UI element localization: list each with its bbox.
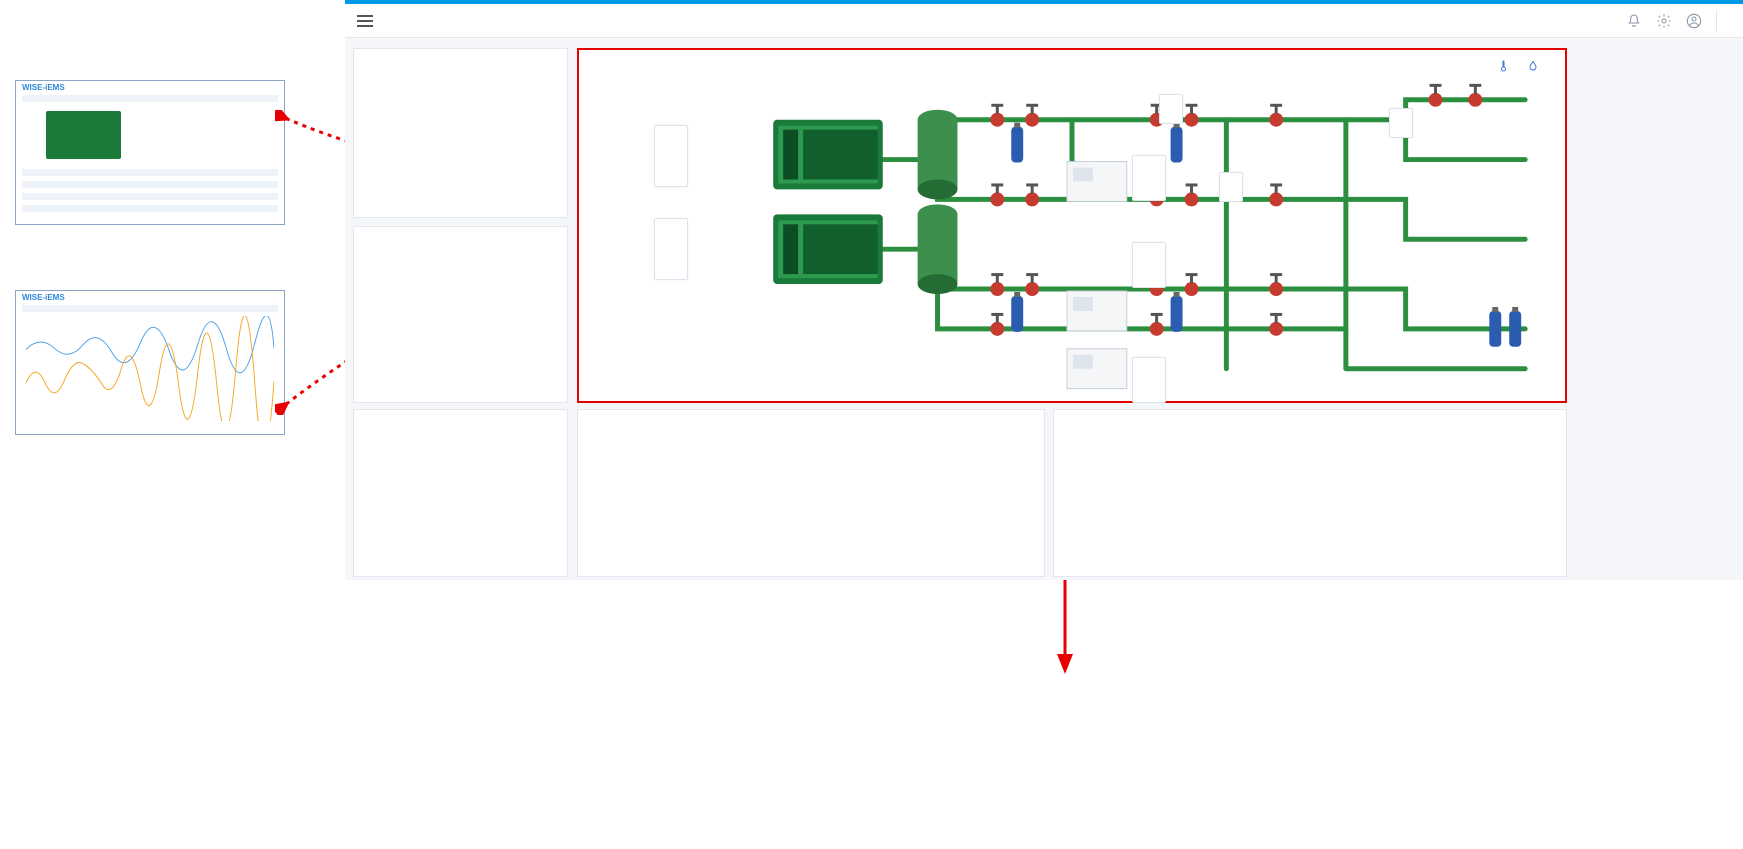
tank-1-graphic bbox=[918, 110, 958, 200]
y-axis-labels bbox=[360, 444, 384, 556]
chart-canvas bbox=[610, 444, 1034, 556]
card-dryer-3 bbox=[1132, 357, 1166, 403]
thumbnail-chart bbox=[26, 316, 274, 421]
card-compressor-1 bbox=[654, 125, 688, 187]
topbar bbox=[345, 4, 1743, 38]
thumbnail-trend: WISE-iEMS bbox=[15, 290, 285, 435]
panel-schematic bbox=[577, 48, 1567, 403]
panel-realtime-pressure bbox=[577, 409, 1045, 577]
card-flow-2 bbox=[1219, 172, 1243, 202]
compressor-1-graphic bbox=[773, 120, 883, 190]
compressor-2-graphic bbox=[773, 214, 883, 284]
plant-diagram bbox=[579, 50, 1565, 404]
status-dot bbox=[1145, 252, 1153, 260]
dashboard-screenshot bbox=[345, 0, 1743, 580]
y-axis-labels bbox=[360, 83, 384, 197]
gear-icon[interactable] bbox=[1656, 13, 1672, 29]
chart-title bbox=[354, 410, 567, 418]
panel-total-realtime-flow bbox=[1053, 409, 1567, 577]
panel-air-power-ration bbox=[353, 48, 568, 218]
menu-icon[interactable] bbox=[357, 20, 373, 22]
user-icon[interactable] bbox=[1686, 13, 1702, 29]
chart-title bbox=[354, 49, 567, 57]
card-dryer-2 bbox=[1132, 242, 1166, 288]
dryer-3-graphic bbox=[1067, 349, 1127, 389]
y-axis-labels bbox=[584, 444, 608, 556]
dryer-1-graphic bbox=[1067, 162, 1127, 202]
chart-canvas bbox=[386, 444, 557, 556]
status-dot bbox=[667, 228, 675, 236]
panel-total-flow bbox=[353, 409, 568, 577]
status-dot bbox=[1145, 367, 1153, 375]
card-compressor-2 bbox=[654, 218, 688, 280]
tank-2-graphic bbox=[918, 204, 958, 294]
chart-canvas bbox=[1086, 444, 1556, 556]
card-dryer-1 bbox=[1132, 155, 1166, 201]
panel-power bbox=[353, 226, 568, 403]
card-flow-1 bbox=[1159, 94, 1183, 124]
chart-title bbox=[578, 410, 1044, 418]
thumbnail-logo: WISE-iEMS bbox=[22, 293, 65, 302]
card-pressure bbox=[1389, 108, 1413, 138]
chart-canvas bbox=[386, 83, 557, 197]
dryer-2-graphic bbox=[1067, 291, 1127, 331]
chart-title bbox=[1054, 410, 1566, 418]
y-axis-labels bbox=[1060, 444, 1084, 556]
chart-title bbox=[354, 227, 567, 235]
bell-icon[interactable] bbox=[1626, 13, 1642, 29]
y-axis-labels bbox=[360, 261, 384, 382]
status-dot bbox=[667, 135, 675, 143]
status-dot bbox=[1145, 165, 1153, 173]
chart-canvas bbox=[386, 261, 557, 382]
thumbnail-parameters: WISE-iEMS bbox=[15, 80, 285, 225]
thumbnail-logo: WISE-iEMS bbox=[22, 83, 65, 92]
